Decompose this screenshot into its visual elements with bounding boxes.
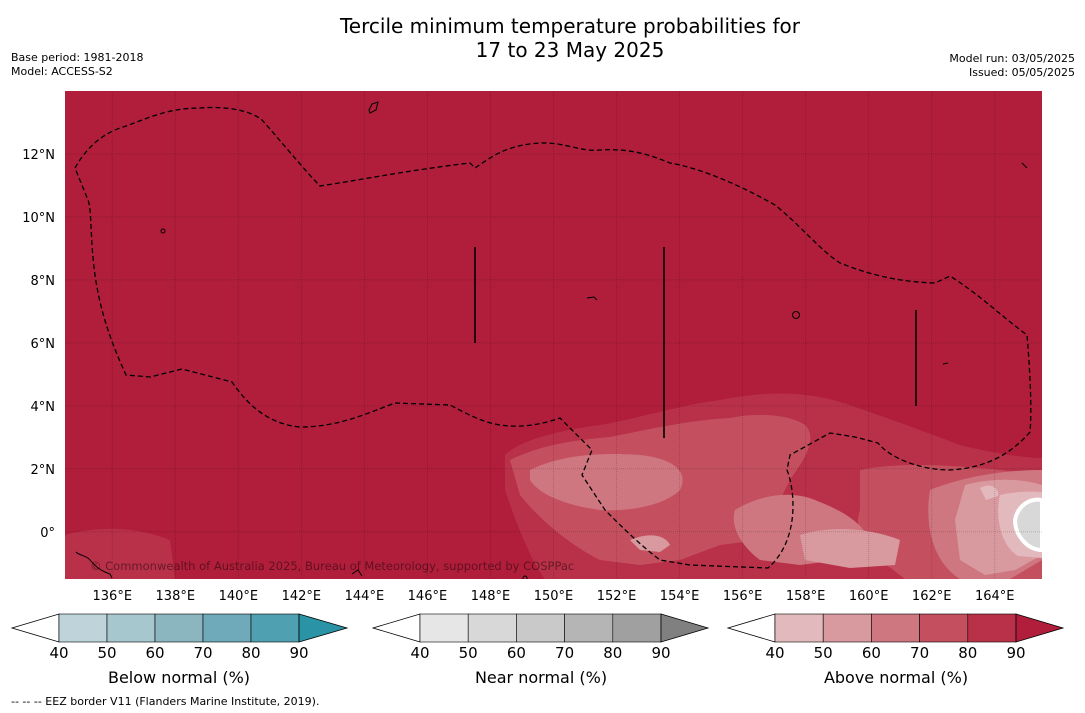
colorbar-tick-label: 50 — [97, 644, 116, 662]
colorbar-extend-low — [726, 613, 776, 643]
longitude-tick-label: 144°E — [345, 589, 385, 604]
colorbar-tick-label: 50 — [814, 644, 833, 662]
title-line-1: Tercile minimum temperature probabilitie… — [339, 14, 801, 38]
longitude-tick-label: 140°E — [219, 589, 259, 604]
colorbar-tick-label: 60 — [862, 644, 881, 662]
colorbar-extend-high — [298, 613, 349, 643]
colorbar-tick-label: 40 — [410, 644, 429, 662]
eez-border — [74, 106, 1032, 569]
longitude-tick-label: 138°E — [156, 589, 196, 604]
copyright-notice: © Commonwealth of Australia 2025, Bureau… — [90, 559, 574, 573]
colorbar-segment — [919, 613, 969, 643]
colorbar-segment — [612, 613, 662, 643]
longitude-tick-label: 142°E — [282, 589, 322, 604]
colorbar-tick-label: 60 — [507, 644, 526, 662]
latitude-tick-label: 8°N — [31, 274, 56, 289]
colorbar-tick-label: 90 — [651, 644, 670, 662]
boundary-lines — [474, 247, 917, 438]
colorbar-tick-label: 40 — [765, 644, 784, 662]
longitude-tick-label: 136°E — [93, 589, 133, 604]
latitude-labels: 12°N 10°N 8°N 6°N 4°N 2°N 0° — [22, 148, 55, 541]
colorbar-title-above: Above normal (%) — [823, 668, 969, 687]
colorbar-below: 40 50 60 70 80 90 — [10, 613, 349, 662]
colorbar-segment — [154, 613, 204, 643]
near-normal-region — [1012, 497, 1042, 553]
colorbar-segment — [516, 613, 565, 643]
colorbar-tick-label: 40 — [49, 644, 68, 662]
colorbar-title-near: Near normal (%) — [474, 668, 608, 687]
latitude-tick-label: 0° — [40, 526, 55, 541]
colorbar-segment — [774, 613, 824, 643]
longitude-tick-label: 154°E — [660, 589, 700, 604]
longitude-tick-label: 160°E — [849, 589, 889, 604]
colorbar-segment — [58, 613, 108, 643]
latitude-tick-label: 2°N — [31, 463, 56, 478]
issued-date: Issued: 05/05/2025 — [968, 66, 1075, 79]
colorbar-title-below: Below normal (%) — [107, 668, 251, 687]
colorbar-segment — [871, 613, 920, 643]
colorbar-segment — [564, 613, 614, 643]
prob-region-50 — [630, 479, 1042, 575]
colorbar-above: 40 50 60 70 80 90 — [726, 613, 1065, 662]
colorbar-tick-label: 80 — [603, 644, 622, 662]
latitude-tick-label: 12°N — [22, 148, 55, 163]
longitude-tick-label: 148°E — [471, 589, 511, 604]
eez-footnote: -- -- -- EEZ border V11 (Flanders Marine… — [11, 695, 320, 708]
colorbar-extend-low — [371, 613, 421, 643]
base-period: Base period: 1981-2018 — [11, 51, 144, 64]
model-info: Base period: 1981-2018 Model: ACCESS-S2 — [11, 51, 143, 79]
longitude-tick-label: 162°E — [912, 589, 952, 604]
colorbar-extend-high — [660, 613, 710, 643]
latitude-tick-label: 4°N — [31, 400, 56, 415]
latitude-tick-label: 6°N — [31, 337, 56, 352]
longitude-tick-label: 156°E — [723, 589, 763, 604]
colorbar-extend-high — [1015, 613, 1065, 643]
colorbar-segment — [250, 613, 300, 643]
colorbar-tick-label: 60 — [145, 644, 164, 662]
colorbar-segment — [419, 613, 469, 643]
colorbar-segment — [467, 613, 517, 643]
longitude-tick-label: 152°E — [597, 589, 637, 604]
model-name: Model: ACCESS-S2 — [11, 65, 113, 78]
longitude-tick-label: 146°E — [408, 589, 448, 604]
colorbar-tick-label: 70 — [910, 644, 929, 662]
longitude-labels: 136°E 138°E 140°E 142°E 144°E 146°E 148°E 150°E… — [93, 589, 1015, 604]
colorbar-extend-low — [10, 613, 60, 643]
map-title: Tercile minimum temperature probabilitie… — [0, 14, 1085, 62]
colorbar-segment — [202, 613, 252, 643]
model-run: Model run: 03/05/2025 — [949, 52, 1075, 65]
colorbar-tick-label: 70 — [193, 644, 212, 662]
colorbar-tick-label: 90 — [1006, 644, 1025, 662]
colorbar-tick-label: 70 — [555, 644, 574, 662]
prob-region-60 — [530, 453, 1042, 579]
colorbar-legends: 40 50 60 70 80 90 40 50 60 70 80 90 40 50 60 70 80 90 — [10, 613, 1065, 662]
longitude-tick-label: 150°E — [534, 589, 574, 604]
colorbar-segment — [967, 613, 1017, 643]
colorbar-tick-label: 90 — [289, 644, 308, 662]
longitude-tick-label: 164°E — [975, 589, 1015, 604]
title-line-2: 17 to 23 May 2025 — [475, 38, 665, 62]
longitude-tick-label: 158°E — [786, 589, 826, 604]
run-info: Model run: 03/05/2025 Issued: 05/05/2025 — [949, 52, 1075, 80]
graticule — [65, 91, 1042, 579]
colorbar-segment — [822, 613, 872, 643]
latitude-tick-label: 10°N — [22, 211, 55, 226]
colorbar-segment — [106, 613, 156, 643]
colorbar-tick-label: 80 — [958, 644, 977, 662]
colorbar-tick-label: 50 — [459, 644, 478, 662]
islands — [75, 101, 1028, 579]
colorbar-near: 40 50 60 70 80 90 — [371, 613, 710, 662]
map-plot-area[interactable]: © Commonwealth of Australia 2025, Bureau… — [65, 91, 1042, 580]
colorbar-tick-label: 80 — [241, 644, 260, 662]
